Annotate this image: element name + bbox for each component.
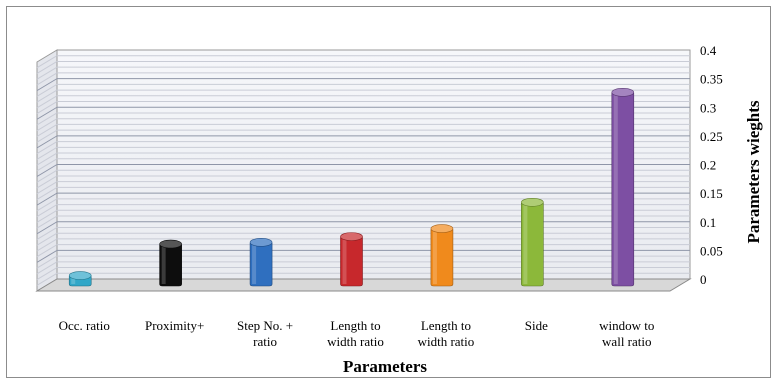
minor-gridline-side [36,101,58,114]
bar-top [430,224,454,233]
y-axis-title: Parameters wieghts [744,100,763,243]
bar-highlight [613,93,618,284]
y-tick-label: 0.1 [700,215,716,230]
y-tick-label: 0.3 [700,100,716,115]
x-category-label: Step No. + ratio [237,318,293,349]
minor-gridline-side [36,169,58,183]
minor-gridline-side [36,244,58,258]
major-gridline-side [36,192,58,206]
minor-gridline-side [36,141,58,155]
bar-top [68,271,92,280]
minor-gridline-side [36,72,58,86]
minor-gridline-side [36,55,58,69]
minor-gridline-side [36,175,58,189]
minor-gridline-side [36,267,58,280]
major-gridline-side [36,78,58,92]
bar-highlight [71,276,76,284]
x-category-label: Length to width ratio [327,318,384,349]
y-tick-label: 0 [700,272,707,287]
x-axis-title: Parameters [343,357,427,376]
minor-gridline-side [36,146,58,160]
major-gridline-side [36,164,58,177]
minor-gridline-side [36,89,58,103]
minor-gridline-side [36,238,58,252]
x-category-label: Occ. ratio [59,318,110,333]
minor-gridline-side [36,204,58,218]
y-tick-label: 0.2 [700,158,716,173]
bar [249,238,273,287]
minor-gridline-side [36,66,58,80]
gridlines [36,55,690,286]
x-category-label: Side [525,318,548,333]
minor-gridline-side [36,118,58,132]
y-tick-label: 0.4 [700,43,717,58]
y-tick-label: 0.35 [700,72,723,87]
minor-gridline-side [36,95,58,109]
minor-gridline-side [36,181,58,195]
minor-gridline-side [36,158,58,172]
minor-gridline-side [36,232,58,246]
x-category-label: window to wall ratio [599,318,654,349]
major-gridline-side [36,221,58,235]
bar [521,197,544,287]
minor-gridline-side [36,83,58,97]
bar [430,224,454,287]
bar-chart: 0 0.05 0.1 0.15 0.2 0.25 0.3 0.35 0.4 Occ. ratio… [35,43,763,376]
bar-top [159,239,182,249]
bar-top [249,238,273,247]
minor-gridline-side [36,61,58,74]
minor-gridline-side [36,227,58,240]
bar [340,232,363,287]
minor-gridline-side [36,129,58,143]
minor-gridline-side [36,261,58,275]
x-category-label: Proximity+ [145,318,204,333]
minor-gridline-side [36,215,58,229]
bar-highlight [432,229,437,284]
minor-gridline-side [36,123,58,137]
bar [611,88,635,287]
minor-gridline-side [36,255,58,269]
y-tick-label: 0.25 [700,129,723,144]
x-category-label: Length to width ratio [418,318,475,349]
x-axis-categories: Occ. ratio Proximity+ Step No. + ratio Lengt… [59,318,655,349]
minor-gridline-side [36,112,58,126]
y-tick-label: 0.05 [700,243,723,258]
minor-gridline-side [36,272,58,286]
y-axis-ticks: 0 0.05 0.1 0.15 0.2 0.25 0.3 0.35 0.4 [700,43,723,287]
bar-highlight [252,243,257,284]
chart-frame: 0 0.05 0.1 0.15 0.2 0.25 0.3 0.35 0.4 Occ. ratio… [6,6,771,378]
floor [35,278,692,292]
bar-highlight [161,245,166,284]
bar-top [521,197,544,207]
bar-highlight [523,203,528,284]
major-gridline-side [36,106,58,120]
major-gridline-side [36,249,58,263]
minor-gridline-side [36,186,58,200]
minor-gridline-side [36,152,58,166]
minor-gridline-side [36,198,58,212]
major-gridline-side [36,135,58,149]
bar-top [611,88,635,97]
bar-highlight [342,237,347,284]
y-tick-label: 0.15 [700,186,723,201]
bars [68,88,635,287]
bar-top [340,232,363,241]
bar [68,271,92,287]
bar [159,239,182,287]
minor-gridline-side [36,209,58,223]
